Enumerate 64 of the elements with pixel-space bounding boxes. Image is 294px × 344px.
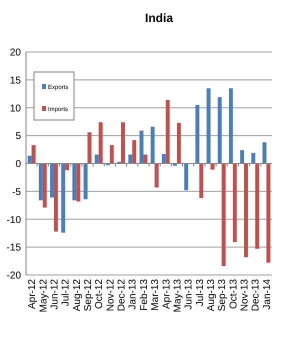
bar	[150, 126, 155, 164]
bar	[121, 122, 125, 164]
bar	[54, 164, 58, 232]
x-tick-label: May-13	[172, 278, 184, 312]
bar	[266, 164, 270, 263]
x-tick-label: Sep-13	[217, 278, 228, 312]
bar	[222, 164, 226, 266]
bar	[184, 164, 188, 190]
y-tick-label: 15	[10, 75, 22, 86]
x-tick-label: Aug-12	[72, 278, 83, 312]
bar	[232, 164, 237, 242]
x-tick-label: Jan-13	[128, 278, 139, 310]
bar	[50, 164, 54, 198]
x-tick-label: Jun-13	[184, 278, 195, 310]
bar	[38, 164, 43, 200]
x-tick-label: Jul-13	[194, 278, 206, 306]
bar	[65, 164, 70, 170]
y-tick-label: -20	[6, 270, 22, 282]
y-tick-label: -5	[12, 186, 22, 198]
chart-title: India	[144, 11, 174, 25]
x-tick-label: Jun-12	[49, 278, 60, 310]
x-tick-label: Dec-13	[250, 278, 262, 312]
y-tick-label: -10	[6, 214, 22, 226]
bar	[143, 154, 148, 164]
x-tick-label: Jan-14	[262, 278, 273, 310]
bar	[206, 88, 210, 164]
y-tick-label: 5	[15, 131, 22, 142]
x-tick-label: Feb-13	[138, 278, 150, 311]
x-tick-label: Mar-13	[150, 278, 162, 311]
x-tick-label: Jul-12	[60, 278, 72, 306]
bar	[240, 150, 244, 164]
bar	[195, 104, 200, 164]
bar	[110, 145, 114, 164]
bar	[176, 122, 181, 164]
bar	[228, 88, 233, 164]
x-tick-label: Oct-12	[94, 278, 106, 310]
x-tick-label: Apr-12	[27, 278, 38, 310]
bar	[244, 164, 248, 258]
y-tick-label: -15	[6, 242, 22, 254]
x-tick-label: May-12	[38, 278, 50, 312]
x-tick-label: Oct-13	[228, 278, 240, 310]
bar	[255, 164, 260, 249]
bar	[88, 132, 92, 164]
bar	[132, 140, 136, 164]
bar	[28, 156, 32, 164]
x-tick-label: Apr-13	[161, 278, 172, 310]
x-tick-label: Dec-12	[116, 278, 128, 312]
y-tick-label: 0	[15, 159, 22, 170]
bar	[98, 122, 103, 164]
bar	[162, 154, 166, 164]
x-tick-label: Aug-13	[206, 278, 217, 312]
bar	[84, 164, 88, 200]
bar	[61, 164, 66, 233]
bar	[154, 164, 159, 188]
bar	[139, 130, 144, 164]
bar	[262, 142, 266, 164]
y-tick-label: 10	[10, 103, 22, 114]
x-tick-label: Nov-13	[240, 278, 251, 312]
bar	[72, 164, 76, 200]
bar	[32, 145, 36, 164]
bar	[210, 164, 214, 170]
y-tick-label: 20	[10, 48, 22, 58]
x-tick-label: Sep-12	[83, 278, 94, 312]
x-tick-label: Nov-12	[105, 278, 116, 312]
